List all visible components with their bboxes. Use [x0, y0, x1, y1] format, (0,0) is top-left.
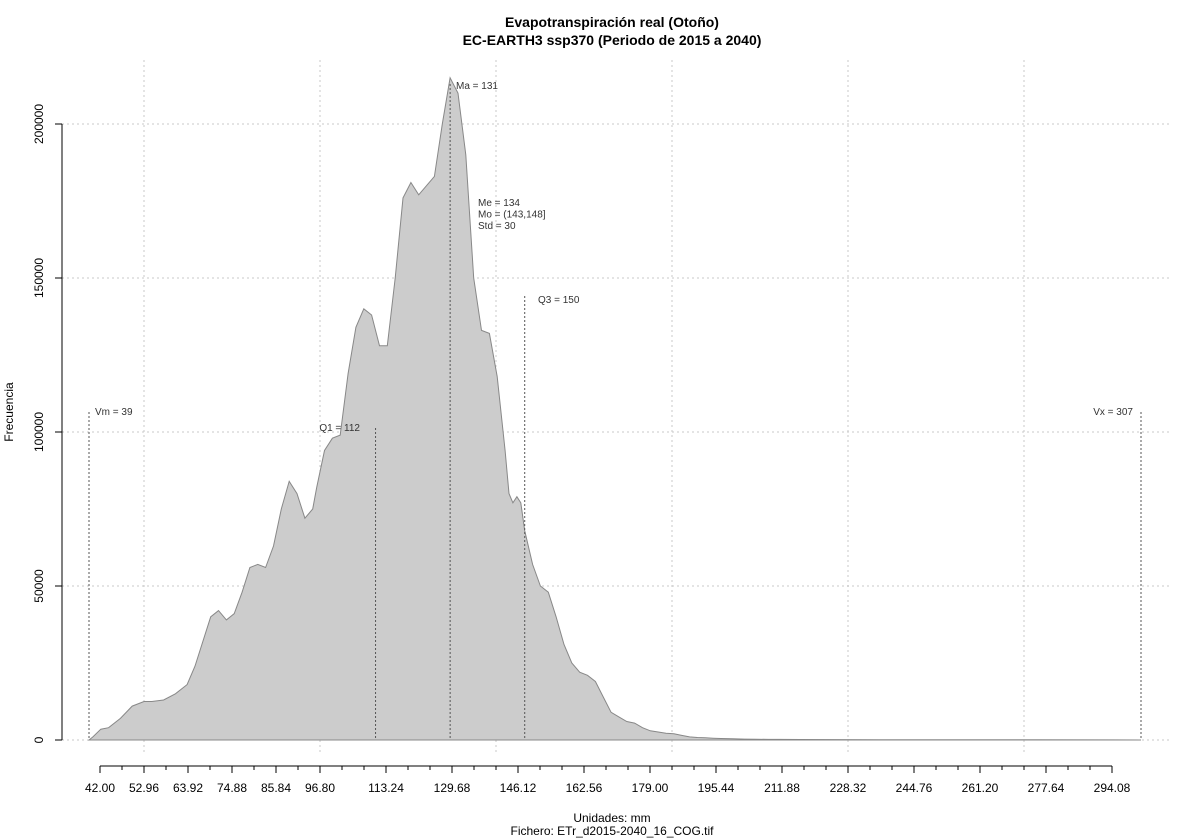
chart-title: Evapotranspiración real (Otoño) [505, 14, 719, 30]
annotation-vx: Vx = 307 [1093, 407, 1133, 418]
x-tick-label: 195.44 [698, 781, 735, 795]
x-tick-label: 294.08 [1094, 781, 1131, 795]
file-caption: Fichero: ETr_d2015-2040_16_COG.tif [511, 824, 715, 838]
annotation-stat: Me = 134 [478, 198, 520, 209]
x-tick-label: 179.00 [632, 781, 669, 795]
density-area-layer [87, 76, 1142, 741]
y-tick-label: 200000 [32, 104, 46, 144]
annotation-vm: Vm = 39 [95, 407, 133, 418]
annotation-stat: Std = 30 [478, 221, 516, 232]
y-axis-title: Frecuencia [2, 382, 16, 442]
x-tick-label: 85.84 [261, 781, 291, 795]
annotations-layer: Vm = 39 Q1 = 112 Ma = 131 Q3 = 150 Vx = 307 M… [95, 81, 1133, 434]
x-tick-label: 52.96 [129, 781, 159, 795]
x-tick-label: 146.12 [500, 781, 537, 795]
annotation-ma: Ma = 131 [456, 81, 498, 92]
x-tick-label: 162.56 [566, 781, 603, 795]
x-axis-title: Unidades: mm [573, 811, 650, 825]
y-tick-label: 50000 [32, 569, 46, 603]
x-tick-label: 277.64 [1028, 781, 1065, 795]
x-tick-label: 42.00 [85, 781, 115, 795]
x-tick-label: 228.32 [830, 781, 867, 795]
axes-layer: 0 50000 100000 150000 200000 42.00 52.96 63.92 7… [32, 104, 1131, 795]
y-tick-label: 0 [32, 736, 46, 743]
x-tick-label: 261.20 [962, 781, 999, 795]
x-tick-label: 96.80 [305, 781, 335, 795]
reference-lines-layer [88, 84, 1142, 740]
annotation-stat: Mo = (143,148] [478, 210, 546, 221]
annotation-q1: Q1 = 112 [319, 423, 360, 434]
x-tick-label: 244.76 [896, 781, 933, 795]
x-tick-label: 129.68 [434, 781, 471, 795]
annotation-q3: Q3 = 150 [538, 295, 580, 306]
x-tick-label: 211.88 [764, 781, 800, 795]
x-tick-label: 63.92 [173, 781, 203, 795]
y-tick-label: 100000 [32, 412, 46, 452]
x-tick-label: 113.24 [368, 781, 404, 795]
density-area [87, 76, 1142, 741]
y-tick-label: 150000 [32, 258, 46, 298]
chart-subtitle: EC-EARTH3 ssp370 (Periodo de 2015 a 2040… [463, 32, 762, 48]
x-tick-label: 74.88 [217, 781, 247, 795]
